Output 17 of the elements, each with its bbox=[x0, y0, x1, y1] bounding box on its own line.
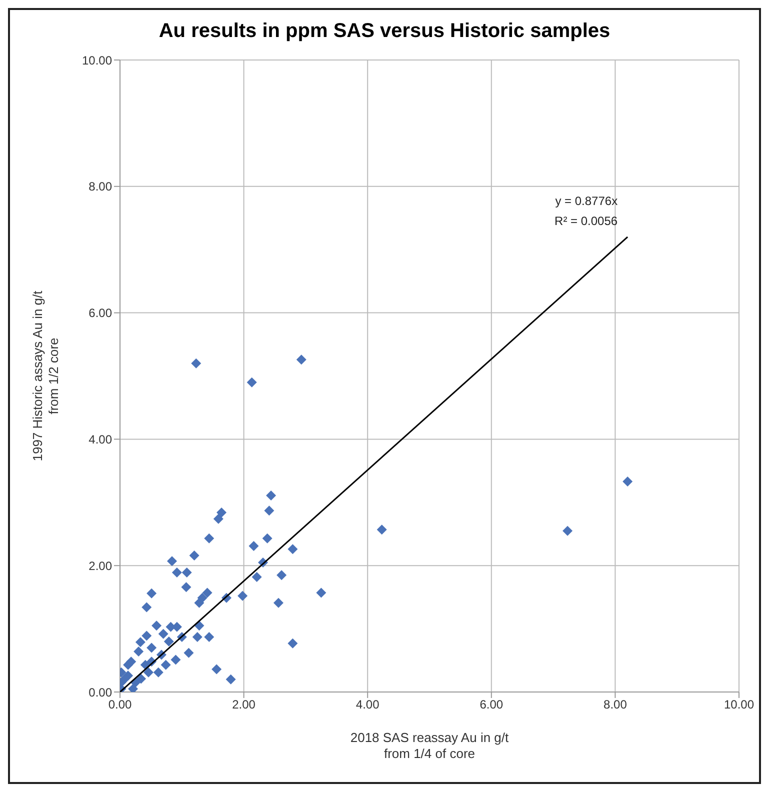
x-tick-label: 6.00 bbox=[480, 698, 504, 712]
annotation: R² = 0.0056 bbox=[554, 214, 618, 228]
x-tick-label: 4.00 bbox=[356, 698, 380, 712]
y-tick-label: 6.00 bbox=[88, 306, 112, 320]
y-tick-label: 4.00 bbox=[88, 432, 112, 446]
x-tick-label: 8.00 bbox=[604, 698, 628, 712]
y-axis-title: 1997 Historic assays Au in g/t from 1/2 core bbox=[30, 290, 61, 462]
y-tick-label: 2.00 bbox=[88, 558, 112, 573]
x-tick-label: 2.00 bbox=[232, 698, 256, 712]
annotation: y = 0.8776x bbox=[555, 194, 618, 208]
x-axis-title: 2018 SAS reassay Au in g/t from 1/4 of core bbox=[350, 730, 510, 761]
y-tick-label: 10.00 bbox=[82, 53, 112, 68]
x-tick-label: 0.00 bbox=[108, 698, 132, 712]
y-tick-label: 0.00 bbox=[88, 685, 112, 700]
y-tick-label: 8.00 bbox=[88, 180, 112, 194]
chart-title: Au results in ppm SAS versus Historic samples bbox=[158, 19, 612, 44]
x-tick-label: 10.00 bbox=[724, 698, 754, 712]
